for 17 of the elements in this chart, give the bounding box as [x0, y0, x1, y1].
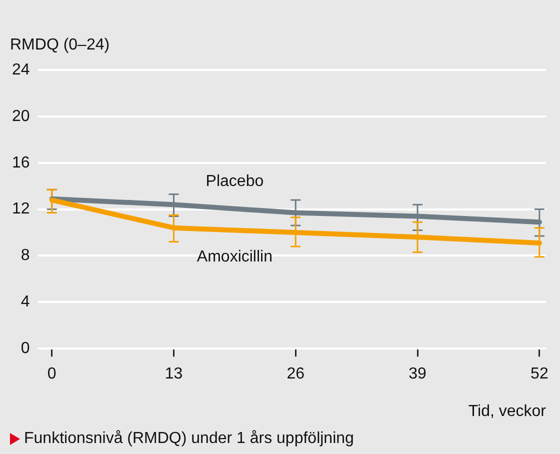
x-tick-label: 39	[408, 366, 427, 383]
y-tick-label: 8	[20, 247, 30, 264]
y-tick-label: 4	[20, 294, 30, 311]
y-tick-label: 12	[12, 200, 30, 218]
series-label: Placebo	[206, 173, 264, 190]
y-tick-label: 0	[20, 340, 30, 358]
y-axis-title: RMDQ (0–24)	[10, 36, 110, 54]
text: Funktionsnivå (RMDQ) under 1 års uppföljning	[24, 430, 354, 448]
x-axis-title: Tid, veckor	[468, 402, 547, 420]
y-tick-label: 24	[12, 61, 30, 78]
y-tick-label: 20	[12, 108, 30, 125]
series-label: Amoxicillin	[196, 248, 272, 266]
x-tick-label: 26	[286, 366, 305, 383]
x-tick-label: 0	[47, 366, 56, 383]
x-tick-label: 13	[164, 366, 183, 383]
y-tick-label: 16	[12, 154, 30, 172]
x-tick-label: 52	[530, 366, 548, 383]
